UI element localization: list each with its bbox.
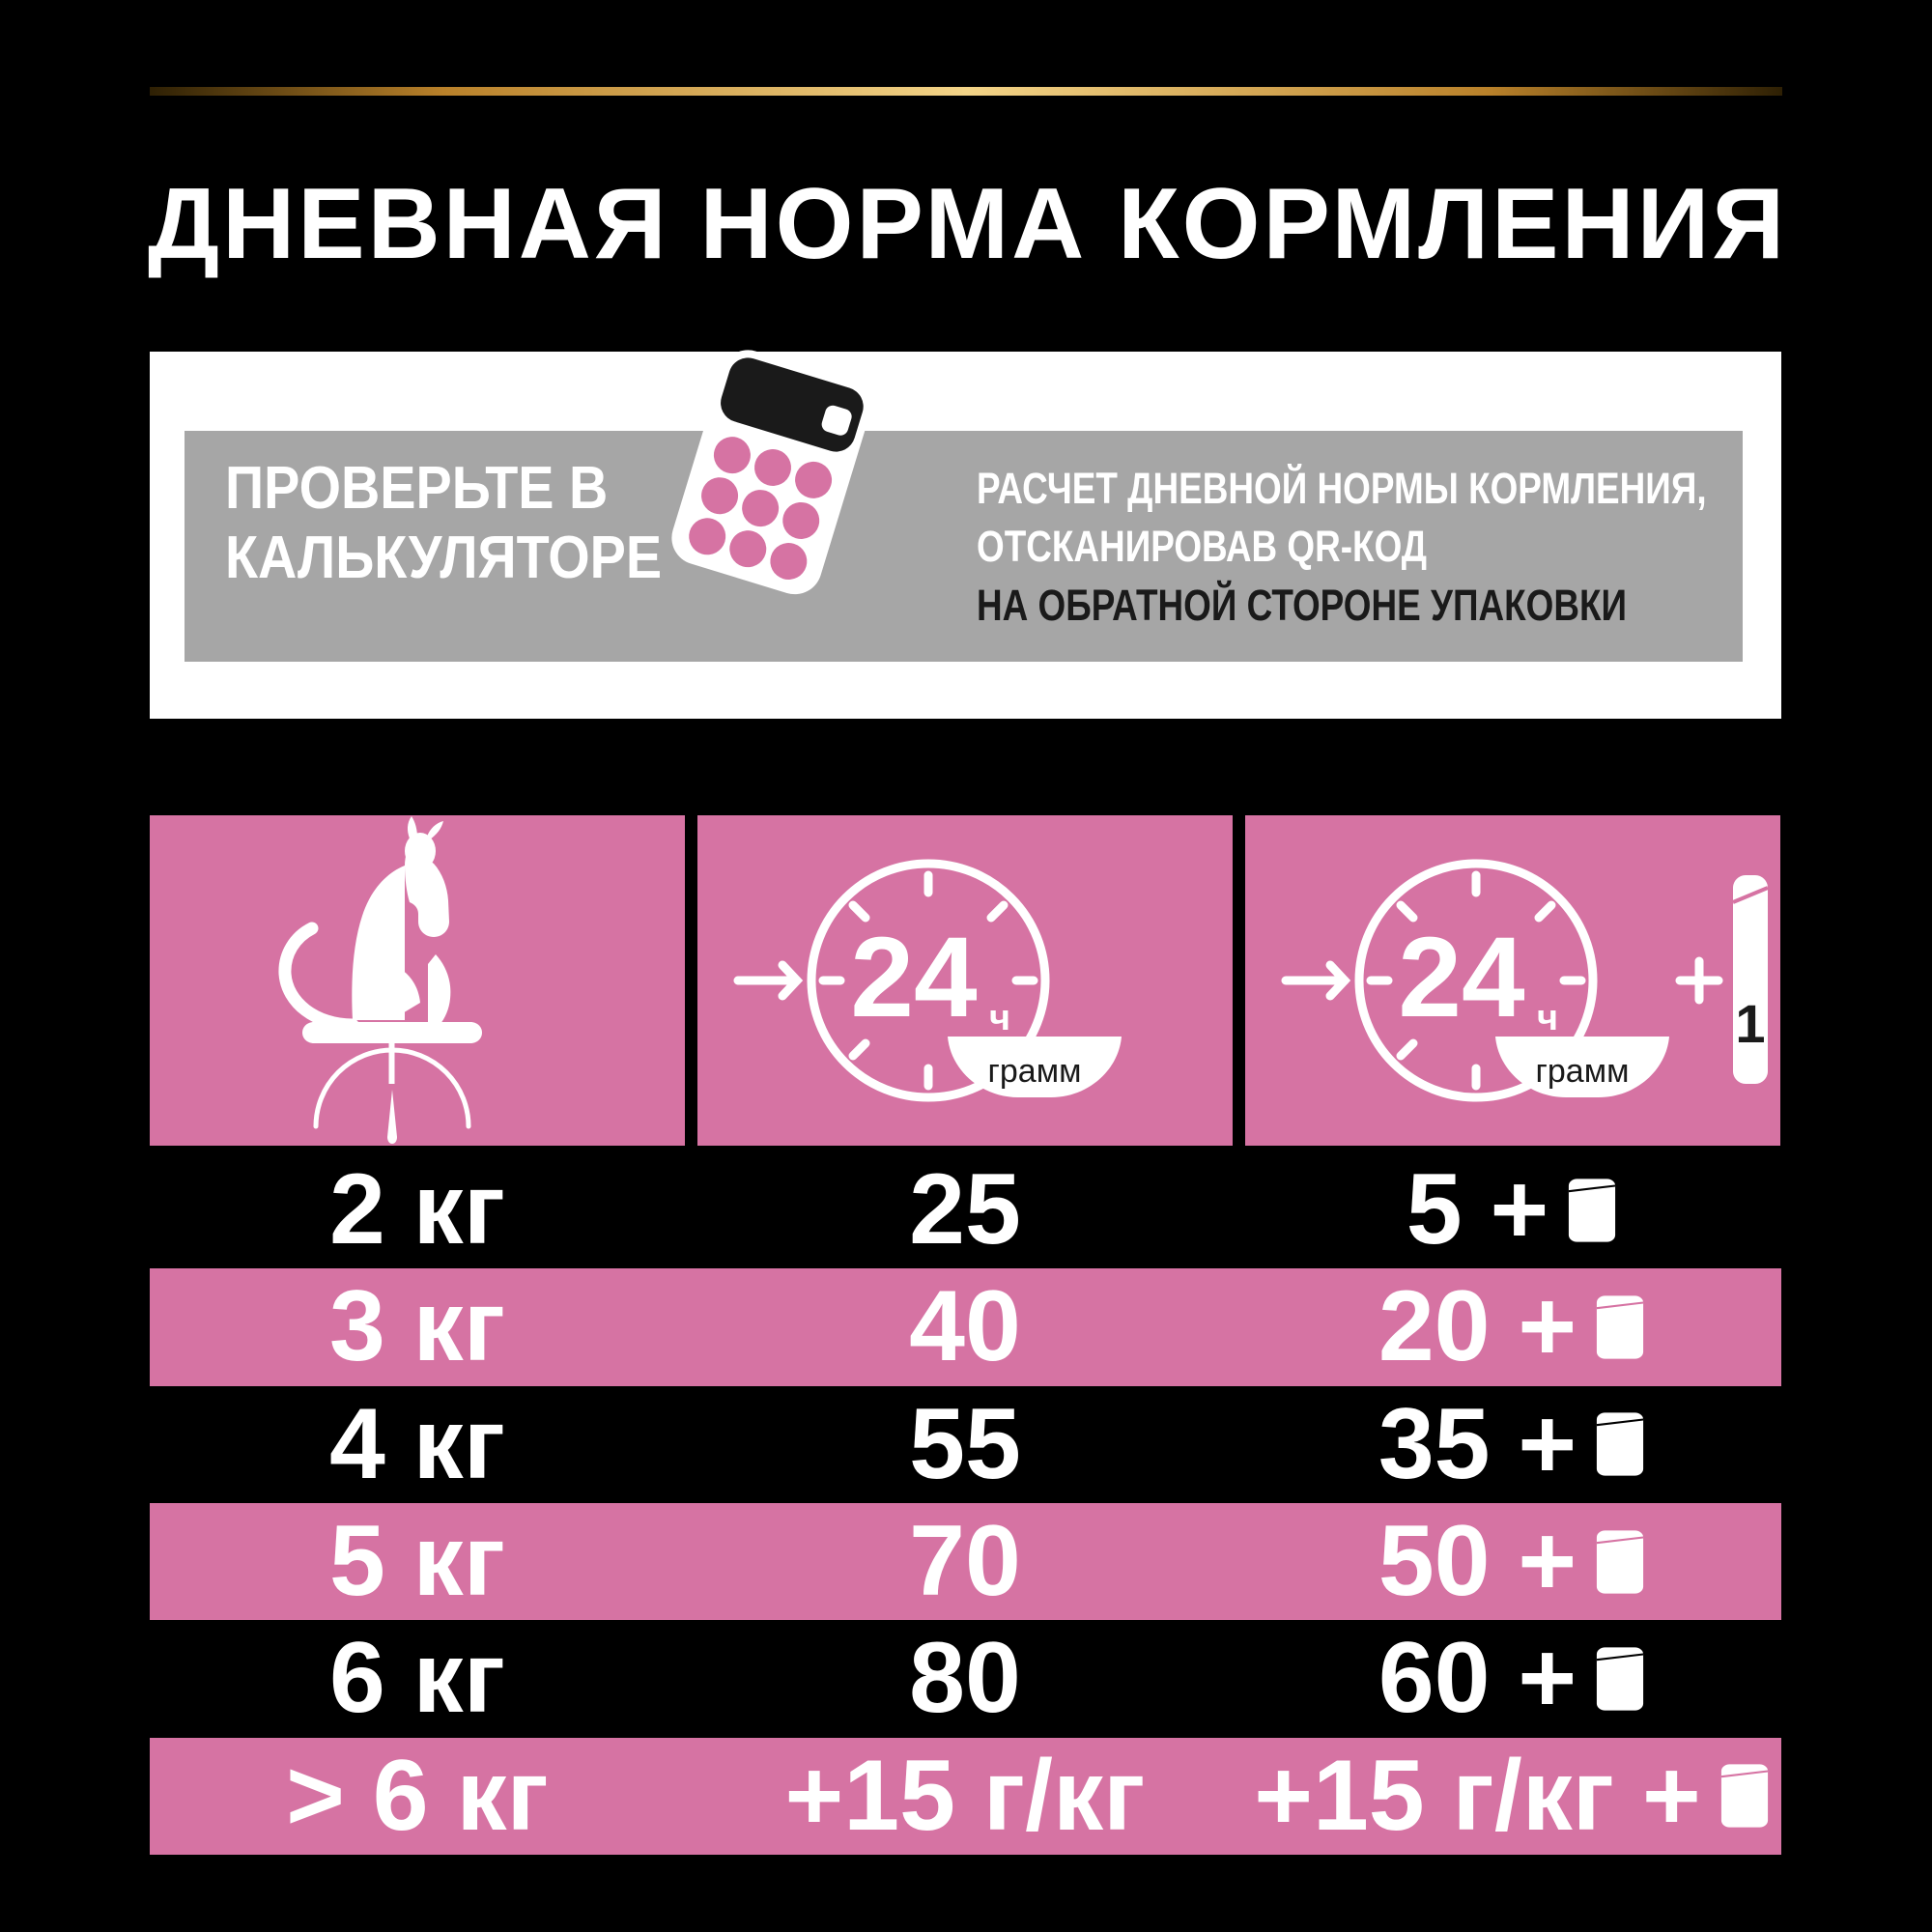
svg-text:24: 24 bbox=[1398, 914, 1524, 1041]
svg-text:грамм: грамм bbox=[988, 1053, 1082, 1090]
svg-text:ч: ч bbox=[1537, 998, 1558, 1038]
svg-text:1: 1 bbox=[1735, 993, 1765, 1054]
svg-text:грамм: грамм bbox=[1536, 1053, 1630, 1090]
svg-text:ч: ч bbox=[989, 998, 1010, 1038]
svg-text:24: 24 bbox=[850, 914, 977, 1041]
